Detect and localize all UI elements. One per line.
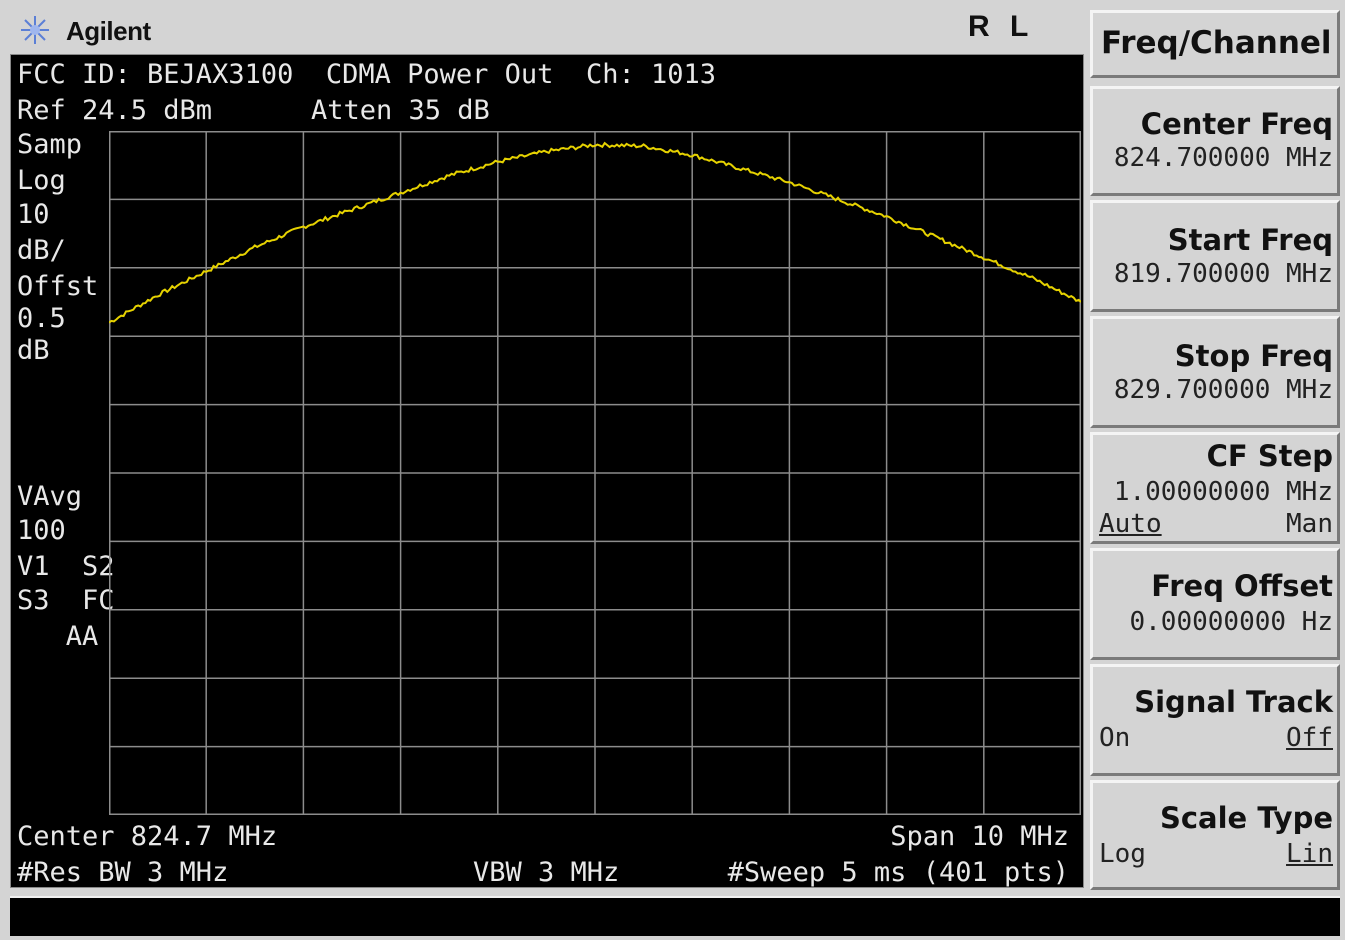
softkey-title: Stop Freq [1174, 339, 1333, 373]
auto-option: Auto [1099, 509, 1162, 539]
softkey-center-freq[interactable]: Center Freq 824.700000 MHz [1090, 86, 1340, 196]
vbw-readout: VBW 3 MHz [473, 857, 620, 888]
trace-state-3: AA [17, 621, 99, 652]
trace-state-2: S3 FC [17, 585, 115, 616]
off-option: Off [1286, 723, 1333, 753]
softkey-stop-freq[interactable]: Stop Freq 829.700000 MHz [1090, 316, 1340, 428]
brand-name: Agilent [66, 16, 151, 46]
softkey-value: 819.700000 MHz [1113, 259, 1333, 289]
offset-value-label: 0.5 [17, 303, 66, 334]
softkey-value: 1.00000000 MHz [1113, 477, 1333, 507]
on-option: On [1099, 723, 1131, 753]
softkey-value: 829.700000 MHz [1113, 375, 1333, 405]
detector-label: Samp [17, 129, 83, 160]
sweep-readout: #Sweep 5 ms (401 pts) [727, 857, 1069, 888]
header-line: FCC ID: BEJAX3100 CDMA Power Out Ch: 101… [17, 59, 716, 90]
softkey-value: 0.00000000 Hz [1129, 607, 1334, 637]
man-option: Man [1286, 509, 1333, 539]
softkey-scale-type[interactable]: Scale Type Log Lin [1090, 780, 1340, 890]
remote-local-indicator: R L [968, 10, 1035, 43]
title-bar: Agilent R L [10, 8, 1084, 52]
offset-label: Offst [17, 271, 99, 302]
status-bar [10, 896, 1340, 936]
analyzer-display: FCC ID: BEJAX3100 CDMA Power Out Ch: 101… [10, 54, 1084, 888]
log-option: Log [1099, 839, 1146, 869]
softkey-title: Scale Type [1159, 801, 1333, 835]
spectrum-plot [109, 131, 1081, 815]
attenuation: Atten 35 dB [311, 95, 490, 126]
vavg-label: VAvg [17, 481, 83, 512]
softkey-signal-track[interactable]: Signal Track On Off [1090, 664, 1340, 776]
span-readout: Span 10 MHz [890, 821, 1069, 852]
lin-option: Lin [1286, 839, 1333, 869]
softkey-freq-offset[interactable]: Freq Offset 0.00000000 Hz [1090, 548, 1340, 660]
softkey-cf-step[interactable]: CF Step 1.00000000 MHz Auto Man [1090, 432, 1340, 544]
trace-line [109, 141, 1081, 324]
res-bw-readout: #Res BW 3 MHz [17, 857, 229, 888]
scale-mode-label: Log [17, 165, 66, 196]
scale-unit-label: dB/ [17, 235, 66, 266]
ref-level: Ref 24.5 dBm [17, 95, 213, 126]
vavg-count: 100 [17, 515, 66, 546]
scale-value-label: 10 [17, 199, 50, 230]
softkey-value: 824.700000 MHz [1113, 143, 1333, 173]
softkey-title: Freq Offset [1151, 569, 1333, 603]
agilent-logo-icon [21, 16, 49, 44]
offset-unit-label: dB [17, 335, 50, 366]
trace-state-1: V1 S2 [17, 551, 115, 582]
menu-title: Freq/Channel [1090, 10, 1340, 78]
softkey-title: Signal Track [1134, 685, 1333, 719]
softkey-start-freq[interactable]: Start Freq 819.700000 MHz [1090, 200, 1340, 312]
softkey-title: Start Freq [1167, 223, 1333, 257]
softkey-title: CF Step [1206, 439, 1333, 473]
center-freq-readout: Center 824.7 MHz [17, 821, 278, 852]
grid-lines [109, 131, 1081, 815]
softkey-title: Center Freq [1140, 107, 1333, 141]
menu-title-label: Freq/Channel [1101, 25, 1332, 61]
